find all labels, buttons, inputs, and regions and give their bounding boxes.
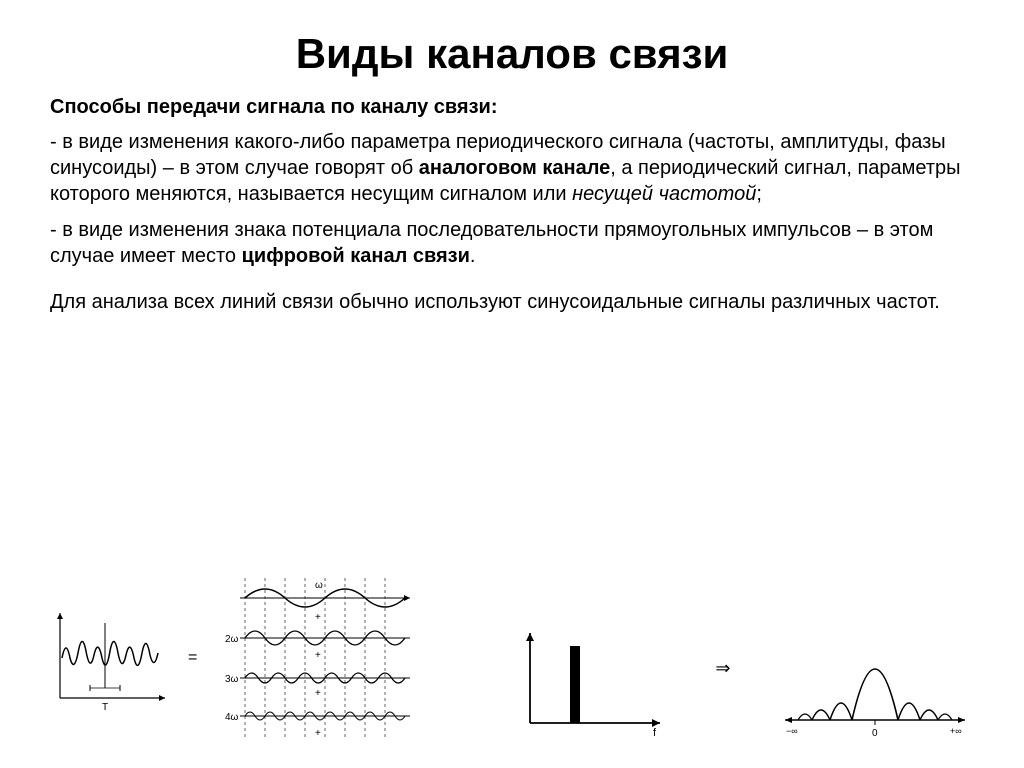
p2-text-a: - в виде изменения знака потенциала посл… (50, 219, 933, 267)
fourier-decomposition-diagram: T = ω + 2ω + (50, 578, 415, 738)
paragraph-3: Для анализа всех линий связи обычно испо… (50, 289, 974, 315)
equals-sign: = (188, 649, 197, 667)
harmonic-label-3: 3ω (225, 674, 239, 685)
p2-text-c: . (470, 245, 476, 267)
p1-text-e: ; (756, 183, 762, 205)
subtitle: Способы передачи сигнала по каналу связи… (50, 96, 974, 119)
harmonic-label-4: 4ω (225, 712, 239, 723)
p1-bold-analog: аналоговом канале (419, 157, 611, 179)
plus-2: + (315, 650, 321, 661)
plus-4: + (315, 728, 321, 738)
p2-bold-digital: цифровой канал связи (242, 245, 470, 267)
period-label: T (102, 702, 108, 713)
diagram-row: T = ω + 2ω + (50, 578, 974, 738)
plus-1: + (315, 612, 321, 623)
plus-3: + (315, 688, 321, 699)
p1-italic-carrier: несущей частотой (572, 183, 756, 205)
zero-label: 0 (872, 728, 878, 738)
discrete-spectrum: f (515, 628, 665, 738)
freq-axis-label: f (653, 727, 657, 738)
spectrum-diagrams: f ⇒ 0 −∞ +∞ (515, 628, 970, 738)
harmonic-label-1: ω (315, 580, 323, 591)
page-title: Виды каналов связи (50, 30, 974, 78)
minus-inf-label: −∞ (786, 726, 798, 736)
harmonics-stack: ω + 2ω + 3ω + 4ω + (215, 578, 415, 738)
arrow-implies: ⇒ (715, 658, 730, 679)
paragraph-2: - в виде изменения знака потенциала посл… (50, 217, 974, 269)
sinc-spectrum: 0 −∞ +∞ (780, 628, 970, 738)
paragraph-1: - в виде изменения какого-либо параметра… (50, 129, 974, 207)
plus-inf-label: +∞ (950, 726, 962, 736)
composite-waveform: T (50, 603, 170, 713)
harmonic-label-2: 2ω (225, 634, 239, 645)
